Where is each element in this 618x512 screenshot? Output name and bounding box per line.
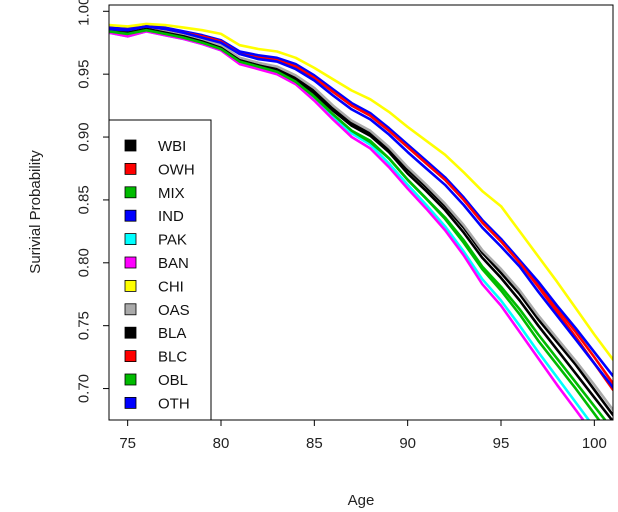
y-axis-title: Surivial Probability [27, 150, 44, 274]
x-axis: 75 80 85 90 95 100 [119, 420, 607, 452]
x-tick-label: 80 [213, 435, 230, 452]
plot-frame [108, 4, 614, 421]
x-tick-label: 75 [119, 435, 136, 452]
legend-swatch-blc [124, 350, 137, 363]
legend-label-pak: PAK [158, 232, 187, 249]
y-tick-label: 0.80 [76, 248, 93, 277]
legend-swatch-pak [124, 233, 137, 246]
legend-swatch-chi [124, 279, 137, 292]
legend-swatch-bla [124, 326, 137, 339]
x-axis-title: Age [348, 492, 375, 509]
legend-swatch-wbi [124, 139, 137, 152]
y-tick-label: 0.90 [76, 122, 93, 151]
x-tick-label: 90 [399, 435, 416, 452]
y-tick-label: 0.70 [76, 374, 93, 403]
legend-label-obl: OBL [158, 372, 188, 389]
y-axis: 0.70 0.75 0.80 0.85 0.90 0.95 1.00 [76, 0, 109, 403]
legend-swatch-oas [124, 303, 137, 316]
legend-label-owh: OWH [158, 161, 195, 178]
legend-label-ind: IND [158, 208, 184, 225]
legend-label-blc: BLC [158, 349, 187, 366]
x-tick-label: 95 [493, 435, 510, 452]
series-line-obl [109, 28, 607, 420]
legend: WBI OWH MIX IND PAK BAN CHI OAS BLA BLC OBL OTH [108, 119, 212, 421]
y-tick-label: 1.00 [76, 0, 93, 26]
y-tick-label: 0.85 [76, 185, 93, 214]
x-tick-label: 100 [582, 435, 607, 452]
legend-label-bla: BLA [158, 325, 186, 342]
legend-label-oas: OAS [158, 302, 190, 319]
legend-swatch-ind [124, 209, 137, 222]
x-tick-label: 85 [306, 435, 323, 452]
y-tick-label: 0.95 [76, 60, 93, 89]
legend-swatch-mix [124, 186, 137, 199]
legend-label-ban: BAN [158, 255, 189, 272]
series-lines [109, 22, 613, 420]
legend-label-chi: CHI [158, 278, 184, 295]
legend-swatch-oth [124, 396, 137, 409]
legend-swatch-owh [124, 162, 137, 175]
legend-label-mix: MIX [158, 185, 185, 202]
y-tick-label: 0.75 [76, 311, 93, 340]
legend-label-oth: OTH [158, 395, 190, 412]
series-line-chi [109, 22, 613, 361]
legend-swatch-obl [124, 373, 137, 386]
series-line-oth [109, 25, 613, 389]
legend-label-wbi: WBI [158, 138, 186, 155]
legend-swatch-ban [124, 256, 137, 269]
